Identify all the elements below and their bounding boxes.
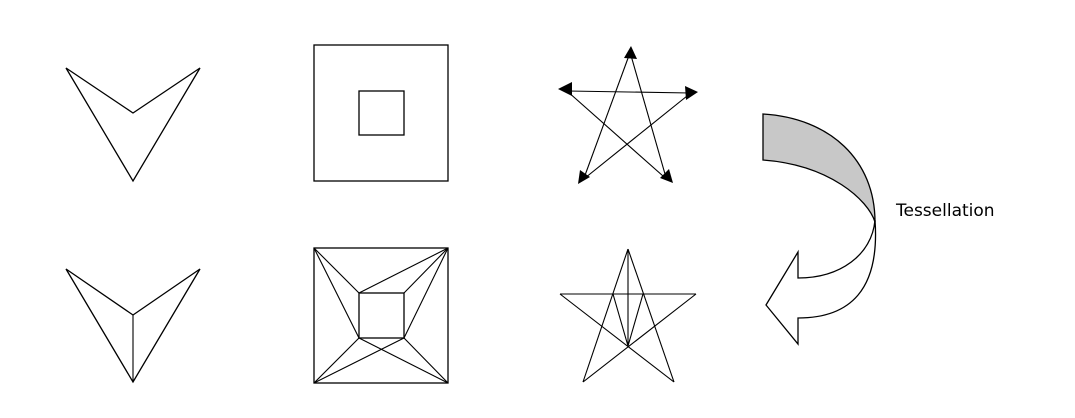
triangulation-edge	[403, 247, 449, 294]
triangulation-edge	[313, 337, 405, 384]
square-with-hole-shape	[313, 44, 449, 182]
triangulation-edge	[612, 293, 629, 347]
arrowhead-icon	[624, 46, 637, 59]
outer-square	[313, 44, 449, 182]
pentagram-edge	[584, 91, 693, 179]
original-polygons-row	[65, 44, 698, 184]
pentagram-edge	[566, 90, 664, 177]
triangulation-edge	[358, 337, 449, 384]
chevron-split-shape	[65, 268, 201, 384]
square-triangulated-shape	[313, 247, 449, 384]
triangulation-edge	[313, 247, 360, 294]
inner-square	[358, 292, 405, 339]
pentagram-edge	[567, 90, 691, 94]
chevron-shape	[65, 67, 201, 183]
pentagram-edge	[582, 248, 629, 383]
triangulation-edge	[313, 337, 360, 384]
pentagram-edge	[583, 49, 632, 179]
directed-pentagram-shape	[558, 46, 698, 184]
inner-square	[358, 90, 405, 136]
curved-arrow-band	[762, 113, 876, 223]
arrowhead-icon	[578, 170, 590, 184]
arrowhead-icon	[685, 86, 698, 100]
curved-arrow-icon	[762, 113, 877, 346]
curved-arrow-body	[765, 219, 877, 346]
arrowhead-icon	[558, 82, 572, 96]
tessellation-label: Tessellation	[895, 201, 995, 221]
pentagram-triangulated-shape	[559, 248, 697, 383]
pentagram-edge	[582, 293, 697, 383]
arrowhead-icon	[660, 169, 673, 183]
triangulation-edge	[358, 247, 449, 294]
pentagram-edge	[627, 248, 675, 383]
triangulation-edge	[313, 247, 360, 339]
tessellated-polygons-row	[65, 247, 697, 384]
triangulation-edge	[627, 293, 644, 347]
pentagram-edge	[559, 293, 675, 383]
triangulation-edge	[403, 337, 449, 384]
chevron-outline	[65, 268, 201, 384]
triangulation-edge	[403, 247, 449, 339]
pentagram-edge	[629, 51, 666, 175]
